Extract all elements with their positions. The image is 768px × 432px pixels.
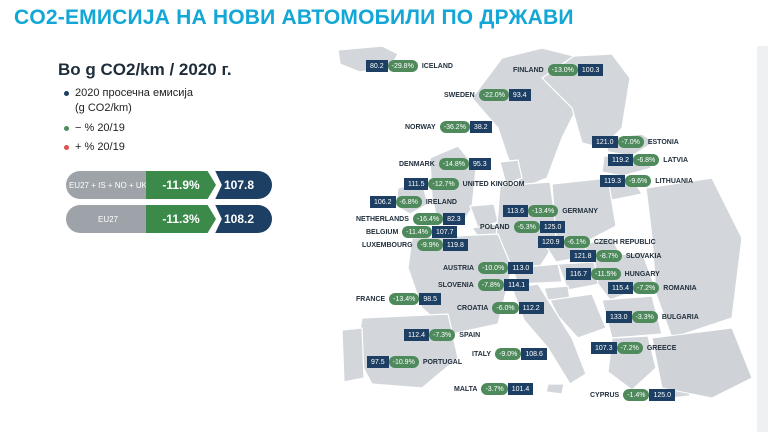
tag-spain: 112.4 -7.3% SPAIN	[404, 329, 480, 341]
tag-luxembourg: LUXEMBOURG -9.9% 119.8	[362, 239, 468, 251]
legend-increase: + % 20/19	[64, 141, 125, 153]
tag-slovenia: SLOVENIA -7.8% 114.1	[438, 279, 530, 291]
tag-germany: 113.6 -13.4% GERMANY	[503, 205, 598, 217]
tag-iceland: 80.2 -29.8% ICELAND	[366, 60, 453, 72]
summary-label: EU27	[66, 205, 150, 233]
green-dot-icon	[64, 125, 69, 131]
summary-value: 108.2	[215, 205, 272, 233]
tag-greece: 107.3 -7.2% GREECE	[591, 342, 676, 354]
tag-ireland: 106.2 -6.8% IRELAND	[370, 196, 457, 208]
summary-label: EU27 + IS + NO + UK	[66, 171, 150, 199]
legend-avg-unit: (g CO2/km)	[75, 102, 132, 114]
summary-pct: -11.9%	[146, 171, 216, 199]
tag-croatia: CROATIA -6.0% 112.2	[457, 302, 544, 314]
navy-dot-icon	[64, 90, 69, 96]
tag-czech-republic: 120.9 -6.1% CZECH REPUBLIC	[538, 236, 656, 248]
summary-eu27-plus: EU27 + IS + NO + UK -11.9% 107.8	[66, 171, 272, 199]
tag-france: FRANCE -13.4% 98.5	[356, 293, 441, 305]
summary-value: 107.8	[215, 171, 272, 199]
tag-estonia: 121.0 -7.0% ESTONIA	[592, 136, 679, 148]
tag-norway: NORWAY -36.2% 38.2	[405, 121, 492, 133]
tag-hungary: 116.7 -11.5% HUNGARY	[566, 268, 660, 280]
tag-slovakia: 121.8 -8.7% SLOVAKIA	[570, 250, 661, 262]
tag-romania: 115.4 -7.2% ROMANIA	[608, 282, 697, 294]
tag-italy: ITALY -9.0% 108.6	[472, 348, 547, 360]
legend-decrease: − % 20/19	[64, 122, 125, 134]
tag-austria: AUSTRIA -10.0% 113.0	[443, 262, 534, 274]
legend-avg: 2020 просечна емисија	[64, 87, 193, 99]
page-title: CO2-ЕМИСИЈА НА НОВИ АВТОМОБИЛИ ПО ДРЖАВИ	[14, 6, 574, 29]
subtitle: Во g CO2/km / 2020 г.	[58, 60, 232, 79]
tag-lithuania: 119.3 -9.6% LITHUANIA	[600, 175, 693, 187]
tag-united-kingdom: 111.5 -12.7% UNITED KINGDOM	[404, 178, 525, 190]
tag-portugal: 97.5 -10.9% PORTUGAL	[367, 356, 462, 368]
legend-panel	[48, 46, 312, 432]
tag-netherlands: NETHERLANDS -16.4% 82.3	[356, 213, 465, 225]
tag-latvia: 119.2 -6.8% LATVIA	[608, 154, 688, 166]
red-dot-icon	[64, 144, 69, 150]
right-edge-bar	[757, 46, 768, 432]
tag-poland: POLAND -5.3% 125.0	[480, 221, 566, 233]
tag-cyprus: CYPRUS -1.4% 125.0	[590, 389, 676, 401]
summary-pct: -11.3%	[146, 205, 216, 233]
tag-bulgaria: 133.0 -3.3% BULGARIA	[606, 311, 699, 323]
tag-finland: FINLAND -13.0% 100.3	[513, 64, 604, 76]
tag-belgium: BELGIUM -11.4% 107.7	[366, 226, 458, 238]
summary-eu27: EU27 -11.3% 108.2	[66, 205, 272, 233]
tag-sweden: SWEDEN -22.0% 93.4	[444, 89, 531, 101]
europe-map	[337, 45, 753, 399]
tag-malta: MALTA -3.7% 101.4	[454, 383, 534, 395]
tag-denmark: DENMARK -14.8% 95.3	[399, 158, 491, 170]
